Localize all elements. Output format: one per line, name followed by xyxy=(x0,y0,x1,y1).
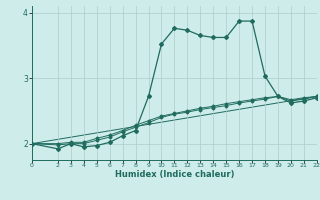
X-axis label: Humidex (Indice chaleur): Humidex (Indice chaleur) xyxy=(115,170,234,179)
